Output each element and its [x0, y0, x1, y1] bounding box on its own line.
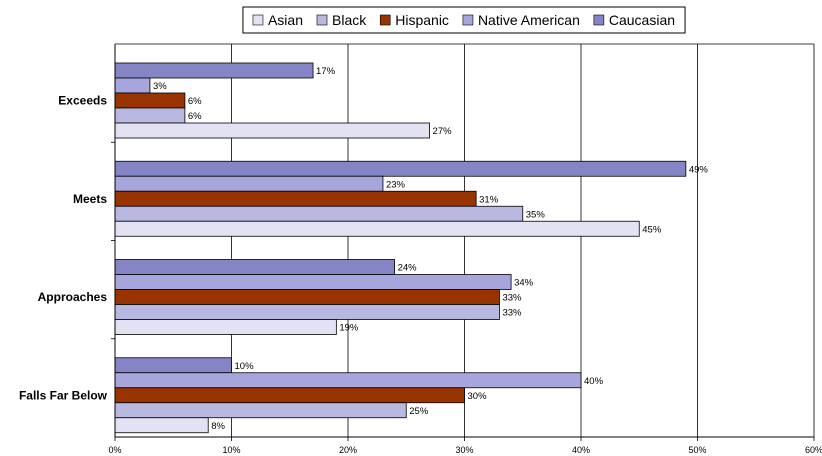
bar-native-american-exceeds — [114, 77, 151, 94]
x-tick-label: 10% — [222, 445, 240, 455]
bar-native-american-falls-far-below — [114, 372, 582, 389]
bar-asian-exceeds — [114, 122, 430, 139]
data-label: 6% — [188, 96, 202, 107]
data-label: 19% — [339, 323, 359, 334]
data-label: 35% — [526, 209, 546, 220]
bar-hispanic-approaches — [114, 289, 500, 305]
bar-asian-approaches — [114, 319, 337, 335]
x-tick-label: 50% — [688, 445, 706, 455]
data-label: 23% — [386, 179, 406, 190]
legend-swatch — [252, 14, 264, 26]
bar-black-falls-far-below — [114, 402, 407, 419]
data-label: 31% — [479, 194, 499, 205]
data-label: 6% — [188, 111, 202, 122]
data-label: 34% — [514, 278, 534, 289]
data-label: 33% — [502, 293, 522, 304]
bar-black-exceeds — [114, 107, 186, 124]
data-label: 24% — [398, 263, 418, 274]
legend-swatch — [316, 14, 328, 26]
legend-swatch — [462, 14, 474, 26]
legend: Asian Black Hispanic Native American Caucasi… — [242, 6, 686, 34]
legend-label: Caucasian — [609, 12, 675, 28]
bar-caucasian-falls-far-below — [114, 357, 232, 374]
data-label: 8% — [211, 421, 225, 432]
labels: 0% 10% 20% 30% 40% 50% 60% 17% 3% 6% 6% 27% Exceeds 4… — [19, 66, 822, 455]
category-label: Exceeds — [58, 94, 107, 108]
data-label: 45% — [642, 224, 662, 235]
category-label: Approaches — [38, 290, 108, 304]
data-label: 30% — [468, 391, 488, 402]
data-label: 3% — [153, 81, 167, 92]
x-tick-label: 30% — [455, 445, 473, 455]
data-label: 17% — [316, 66, 336, 77]
bar-asian-meets — [114, 220, 640, 237]
category-label: Falls Far Below — [19, 388, 108, 402]
bar-asian-falls-far-below — [114, 417, 209, 434]
category-label: Meets — [73, 192, 107, 206]
bar-caucasian-meets — [114, 160, 687, 177]
legend-label: Asian — [268, 12, 303, 28]
bar-caucasian-exceeds — [114, 62, 314, 79]
bar-hispanic-falls-far-below — [114, 387, 465, 404]
bar-hispanic-meets — [114, 190, 477, 207]
bar-caucasian-approaches — [114, 259, 396, 275]
legend-swatch — [379, 14, 391, 26]
x-tick-label: 40% — [572, 445, 590, 455]
data-label: 10% — [235, 361, 255, 372]
bar-native-american-approaches — [114, 274, 512, 290]
legend-swatch — [593, 14, 605, 26]
bar-black-approaches — [114, 304, 500, 320]
bars — [114, 62, 687, 434]
data-label: 40% — [584, 376, 604, 387]
data-label: 27% — [433, 126, 453, 137]
x-tick-label: 0% — [108, 445, 121, 455]
x-tick-label: 20% — [339, 445, 357, 455]
legend-label: Native American — [478, 12, 580, 28]
bar-native-american-meets — [114, 175, 384, 192]
bar-black-meets — [114, 205, 524, 222]
x-tick-label: 60% — [805, 445, 822, 455]
bar-hispanic-exceeds — [114, 92, 186, 109]
legend-label: Black — [332, 12, 367, 28]
data-label: 49% — [689, 164, 709, 175]
axes — [111, 43, 815, 441]
data-label: 33% — [502, 308, 522, 319]
legend-label: Hispanic — [395, 12, 449, 28]
data-label: 25% — [409, 406, 429, 417]
